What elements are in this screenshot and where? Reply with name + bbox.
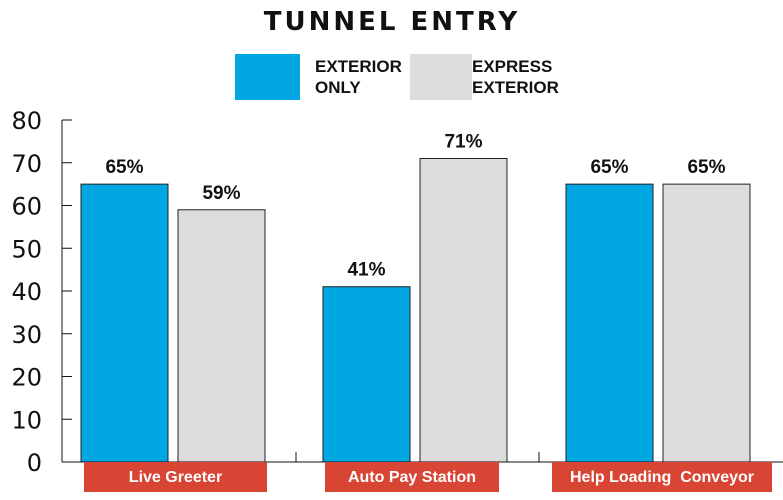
legend-label-2: EXPRESS EXTERIOR bbox=[472, 57, 559, 97]
legend: EXTERIOR ONLY EXPRESS EXTERIOR bbox=[235, 54, 559, 100]
data-label: 41% bbox=[347, 260, 385, 281]
data-label: 71% bbox=[444, 131, 482, 152]
bar-3-1 bbox=[565, 183, 654, 463]
data-label: 65% bbox=[590, 157, 628, 178]
category-label-box bbox=[325, 462, 499, 492]
legend-swatch-1 bbox=[235, 54, 300, 100]
y-axis: 0 10 20 30 40 50 60 70 80 bbox=[11, 107, 72, 477]
y-tick-label: 60 bbox=[11, 193, 42, 221]
data-label: 65% bbox=[105, 157, 143, 178]
bars: 65% 59% 41% 71% 65% 65% bbox=[80, 131, 751, 463]
y-tick-label: 70 bbox=[11, 150, 42, 178]
legend-swatch-2 bbox=[410, 54, 472, 100]
legend-label-1: EXTERIOR ONLY bbox=[315, 57, 402, 97]
y-tick-label: 30 bbox=[11, 321, 42, 349]
chart-title: TUNNEL ENTRY bbox=[264, 7, 520, 37]
category-label-box bbox=[552, 462, 772, 492]
data-label: 65% bbox=[687, 157, 725, 178]
bar-1-2 bbox=[177, 209, 266, 463]
y-tick-label: 40 bbox=[11, 278, 42, 306]
y-tick-label: 20 bbox=[11, 364, 42, 392]
data-label: 59% bbox=[202, 183, 240, 204]
y-tick-label: 10 bbox=[11, 406, 42, 434]
category-label: Live Greeter bbox=[129, 469, 222, 486]
x-axis: Live Greeter Auto Pay Station Help Loading… bbox=[62, 452, 783, 492]
y-tick-label: 0 bbox=[27, 449, 42, 477]
category-label: Help Loading Conveyor bbox=[570, 469, 754, 486]
category-label: Auto Pay Station bbox=[348, 469, 476, 486]
category-label-box bbox=[84, 462, 267, 492]
bar-3-2 bbox=[662, 183, 751, 463]
bar-1-1 bbox=[80, 183, 169, 463]
y-tick-label: 80 bbox=[11, 107, 42, 135]
bar-2-1 bbox=[322, 286, 411, 463]
y-tick-label: 50 bbox=[11, 235, 42, 263]
bar-2-2 bbox=[419, 157, 508, 463]
